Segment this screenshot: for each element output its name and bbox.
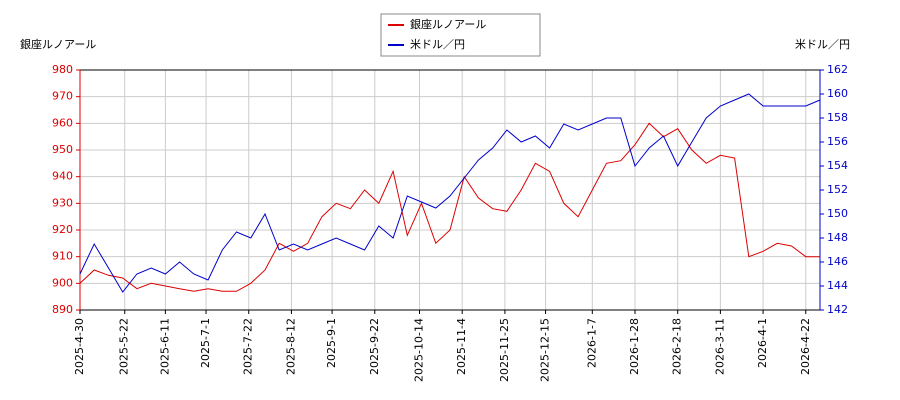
x-tick-label: 2025-9-22 [368, 318, 381, 375]
y2-axis-title: 米ドル／円 [795, 38, 850, 51]
x-tick-label: 2025-8-12 [284, 318, 297, 375]
x-tick-label: 2026-4-22 [799, 318, 812, 375]
y-tick-label: 950 [52, 143, 73, 156]
y2-tick-label: 142 [827, 303, 848, 316]
y-tick-label: 910 [52, 250, 73, 263]
legend-label: 米ドル／円 [410, 38, 465, 51]
x-tick-label: 2025-12-15 [539, 318, 552, 382]
y-tick-label: 890 [52, 303, 73, 316]
y-tick-label: 920 [52, 223, 73, 236]
y2-tick-label: 144 [827, 279, 848, 292]
y2-tick-label: 146 [827, 255, 848, 268]
x-tick-label: 2025-5-22 [118, 318, 131, 375]
legend [380, 13, 541, 57]
x-tick-label: 2026-1-7 [585, 318, 598, 368]
x-tick-label: 2025-6-11 [158, 318, 171, 375]
x-tick-label: 2025-4-30 [73, 318, 86, 375]
x-tick-label: 2025-10-14 [413, 318, 426, 382]
y2-tick-label: 156 [827, 135, 848, 148]
x-tick-label: 2025-11-25 [498, 318, 511, 382]
y-axis-title: 銀座ルノアール [20, 37, 96, 51]
series-line [79, 93, 821, 293]
x-tick-label: 2026-2-18 [671, 318, 684, 375]
y2-tick-label: 162 [827, 63, 848, 76]
y-tick-label: 930 [52, 196, 73, 209]
x-tick-label: 2026-4-1 [756, 318, 769, 368]
x-tick-label: 2025-7-22 [242, 318, 255, 375]
x-tick-label: 2025-7-1 [199, 318, 212, 368]
y2-tick-label: 152 [827, 183, 848, 196]
y-tick-label: 900 [52, 276, 73, 289]
y-tick-label: 970 [52, 90, 73, 103]
y-tick-label: 940 [52, 170, 73, 183]
y-tick-label: 980 [52, 63, 73, 76]
series-line [79, 122, 820, 292]
y2-tick-label: 160 [827, 87, 848, 100]
y-tick-label: 960 [52, 116, 73, 129]
plot-frame [79, 69, 821, 311]
x-tick-label: 2026-3-11 [713, 318, 726, 375]
y2-tick-label: 154 [827, 159, 848, 172]
y2-tick-label: 150 [827, 207, 848, 220]
y2-tick-label: 158 [827, 111, 848, 124]
y2-tick-label: 148 [827, 231, 848, 244]
x-tick-label: 2025-11-4 [455, 318, 468, 375]
x-tick-label: 2026-1-28 [628, 318, 641, 375]
x-tick-label: 2025-9-1 [325, 318, 338, 368]
legend-label: 銀座ルノアール [410, 17, 486, 31]
